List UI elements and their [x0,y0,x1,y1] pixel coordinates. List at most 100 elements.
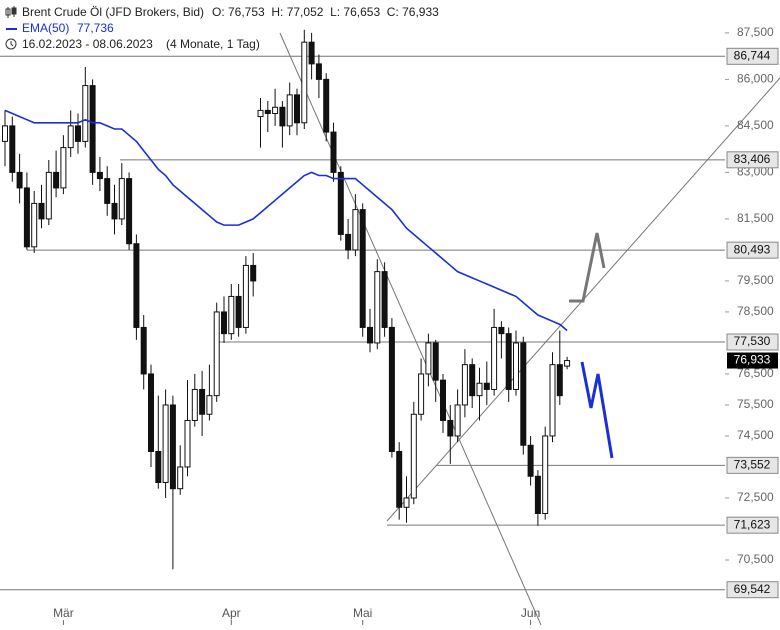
candle-body [396,450,403,508]
level-box [726,516,779,534]
candle-body [476,382,483,397]
ohlc: O: 76,753 H: 77,052 L: 76,653 C: 76,933 [212,5,439,19]
level-label: 77,530 [734,334,771,348]
candle-body [330,131,337,173]
candle-body [38,202,45,220]
candle-body [272,106,279,114]
candle-body [133,243,140,328]
candle-body [527,444,534,477]
candle-body [221,311,227,335]
candle-body [564,360,571,367]
y-tick-label: 81,500 [737,211,774,225]
candle-body [294,94,300,124]
candle-body [410,413,417,499]
level-label: 86,744 [734,48,771,62]
candle-body [323,78,330,133]
candle-body [454,404,461,437]
candle-body [491,326,498,390]
level-label: 80,493 [734,242,771,256]
candle-body [520,342,527,446]
y-tick-label: 74,500 [737,428,774,442]
candle-body [228,295,235,335]
candle-body [432,342,439,381]
candle-body [381,271,388,328]
candle-body [447,419,454,437]
candle-body [111,202,118,220]
candle-icon [5,6,17,18]
candle-body [250,264,257,282]
candle-body [542,435,549,514]
candle-body [242,264,249,328]
level-label: 73,552 [734,458,771,472]
candle-body [264,109,271,114]
x-tick-label: Mär [53,606,74,620]
y-tick-label: 78,500 [737,304,774,318]
candle-body [155,450,162,483]
candle-body [483,382,490,390]
candle-body [469,364,476,397]
level-box [726,47,779,65]
candle-body [440,379,446,421]
candle-body [367,326,373,344]
candle-body [162,404,169,483]
candle-body [2,125,8,142]
candle-body [9,125,16,173]
candle-body [418,373,425,415]
level-box [726,456,779,474]
candle-body [461,364,468,406]
y-tick-label: 79,500 [737,273,774,287]
level-box [726,241,779,259]
candle-body [337,171,344,235]
y-tick-label: 84,500 [737,118,774,132]
projection-arrow [569,232,606,303]
ema-value: 77,736 [77,21,114,35]
candle-body [235,295,242,328]
instrument: Brent Crude Öl (JFD Brokers, Bid) [22,5,204,19]
y-tick-label: 72,500 [737,490,774,504]
projection-arrow [580,361,614,459]
candle-body [140,326,147,375]
candle-body [169,404,176,490]
level-label: 71,623 [734,517,771,531]
candle-body [315,63,322,80]
last-price-label: 76,933 [734,353,771,367]
candle-body [498,326,505,335]
candle-body [279,106,286,127]
x-tick-label: Mai [353,606,372,620]
x-tick-label: Jun [521,606,540,620]
candle-body [213,311,220,397]
candle-body [403,497,410,508]
candle-body [301,41,308,124]
candle-body [89,85,96,173]
candle-body [257,109,264,118]
candle-body [53,171,60,189]
candle-body [286,94,293,127]
candle-body [148,373,154,452]
candle-body [359,209,366,328]
candle-body [374,271,381,344]
candle-body [388,326,395,452]
candle-body [352,209,359,251]
candle-body [16,171,23,189]
candle-body [67,125,74,149]
level-label: 69,542 [734,582,771,596]
y-tick-label: 87,500 [737,25,774,39]
candle-body [96,171,103,180]
y-tick-label: 70,500 [737,552,774,566]
candle-body [513,342,519,390]
last-price-box [727,352,778,369]
legend: Brent Crude Öl (JFD Brokers, Bid) O: 76,… [5,5,439,51]
candle-body [534,475,541,514]
y-tick-label: 76,500 [737,366,774,380]
period: (4 Monate, 1 Tag) [166,37,260,51]
clock-icon [5,38,17,50]
ema-name: EMA(50) [22,21,69,35]
candle-body [104,178,111,204]
y-tick-label: 86,000 [737,72,774,86]
level-box [726,151,779,169]
candle-body [549,364,556,437]
candle-body [206,395,213,415]
candle-body [425,342,432,375]
candle-body [82,85,89,142]
